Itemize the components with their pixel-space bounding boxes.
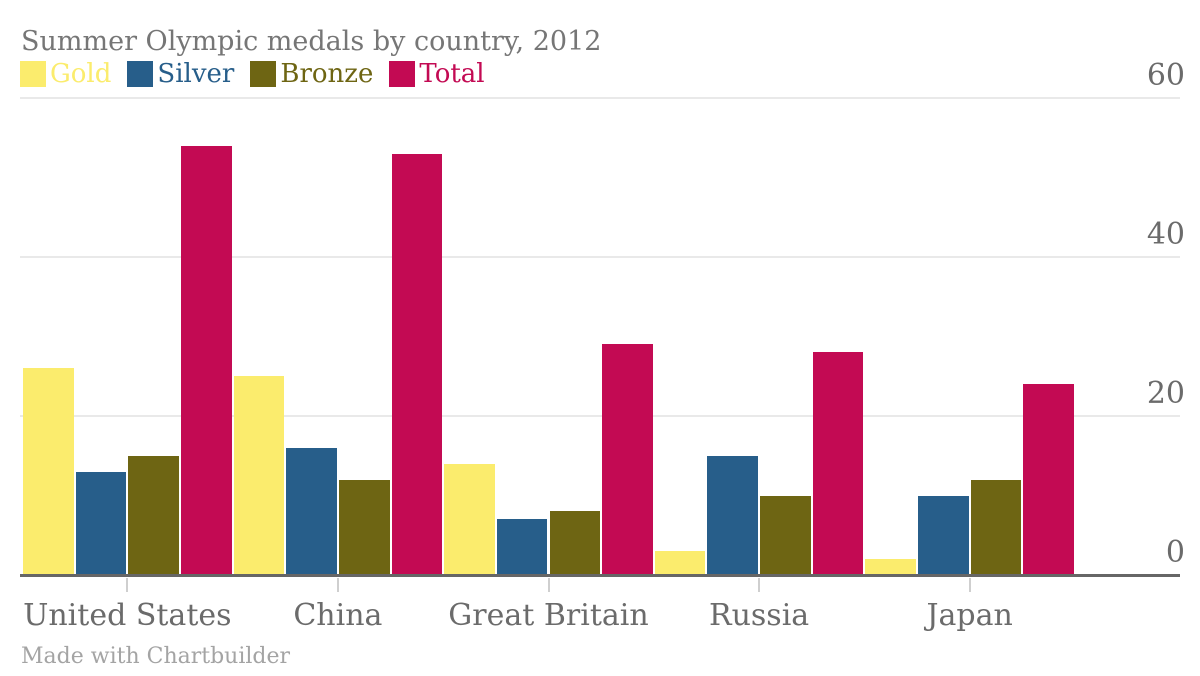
bar-silver-united-states [75, 471, 127, 575]
bar-gold-united-states [23, 368, 74, 575]
y-axis-tick-label-60: 60 [1146, 58, 1185, 93]
x-axis-category-label-japan: Japan [926, 598, 1013, 633]
bar-bronze-russia [760, 495, 811, 575]
legend-swatch-silver-icon [127, 61, 154, 87]
bar-total-japan [1023, 384, 1074, 575]
chartbuilder-credit: Made with Chartbuilder [21, 644, 291, 669]
bar-gold-china [233, 376, 285, 575]
x-axis-category-label-great-britain: Great Britain [448, 598, 649, 633]
x-axis-category-label-russia: Russia [709, 598, 810, 633]
bar-gold-great-britain [444, 463, 495, 575]
x-axis-tick-united-states [126, 578, 129, 592]
legend-item-gold: Gold [20, 61, 111, 87]
legend-label-silver: Silver [157, 59, 235, 89]
legend-swatch-total-icon [389, 61, 416, 87]
legend-swatch-bronze-icon [250, 61, 277, 87]
legend-swatch-gold-icon [20, 61, 46, 87]
legend-item-total: Total [389, 59, 485, 89]
x-axis-tick-china [336, 578, 339, 592]
x-axis-tick-japan [968, 578, 971, 592]
gridline-y-60 [20, 97, 1180, 99]
legend-label-total: Total [419, 59, 485, 89]
x-axis-category-label-china: China [293, 598, 383, 633]
bar-gold-russia [654, 551, 706, 575]
bar-total-united-states [180, 145, 232, 575]
x-axis-line [20, 574, 1180, 577]
bar-bronze-great-britain [549, 511, 601, 575]
gridline-y-40 [20, 256, 1180, 258]
bar-bronze-united-states [128, 455, 179, 575]
bar-bronze-china [338, 479, 390, 575]
bar-silver-russia [707, 455, 759, 575]
legend-label-gold: Gold [50, 59, 112, 89]
legend-item-bronze: Bronze [250, 61, 373, 87]
y-axis-tick-label-0: 0 [1165, 535, 1185, 570]
bar-total-great-britain [602, 344, 653, 575]
bar-total-russia [812, 352, 864, 575]
legend: Gold Silver Bronze Total [20, 61, 485, 87]
bar-gold-japan [865, 559, 917, 575]
legend-item-silver: Silver [127, 61, 234, 87]
chart-title: Summer Olympic medals by country, 2012 [21, 26, 602, 57]
legend-label-bronze: Bronze [280, 59, 374, 89]
bar-total-china [391, 153, 443, 575]
bar-silver-japan [918, 495, 969, 575]
bar-silver-great-britain [496, 519, 548, 575]
x-axis-category-label-united-states: United States [23, 598, 232, 633]
x-axis-tick-russia [758, 578, 761, 592]
bar-silver-china [286, 447, 337, 575]
gridline-y-20 [20, 415, 1180, 417]
x-axis-tick-great-britain [547, 578, 550, 592]
y-axis-tick-label-40: 40 [1146, 217, 1185, 252]
y-axis-tick-label-20: 20 [1146, 376, 1185, 411]
bar-bronze-japan [970, 479, 1022, 575]
